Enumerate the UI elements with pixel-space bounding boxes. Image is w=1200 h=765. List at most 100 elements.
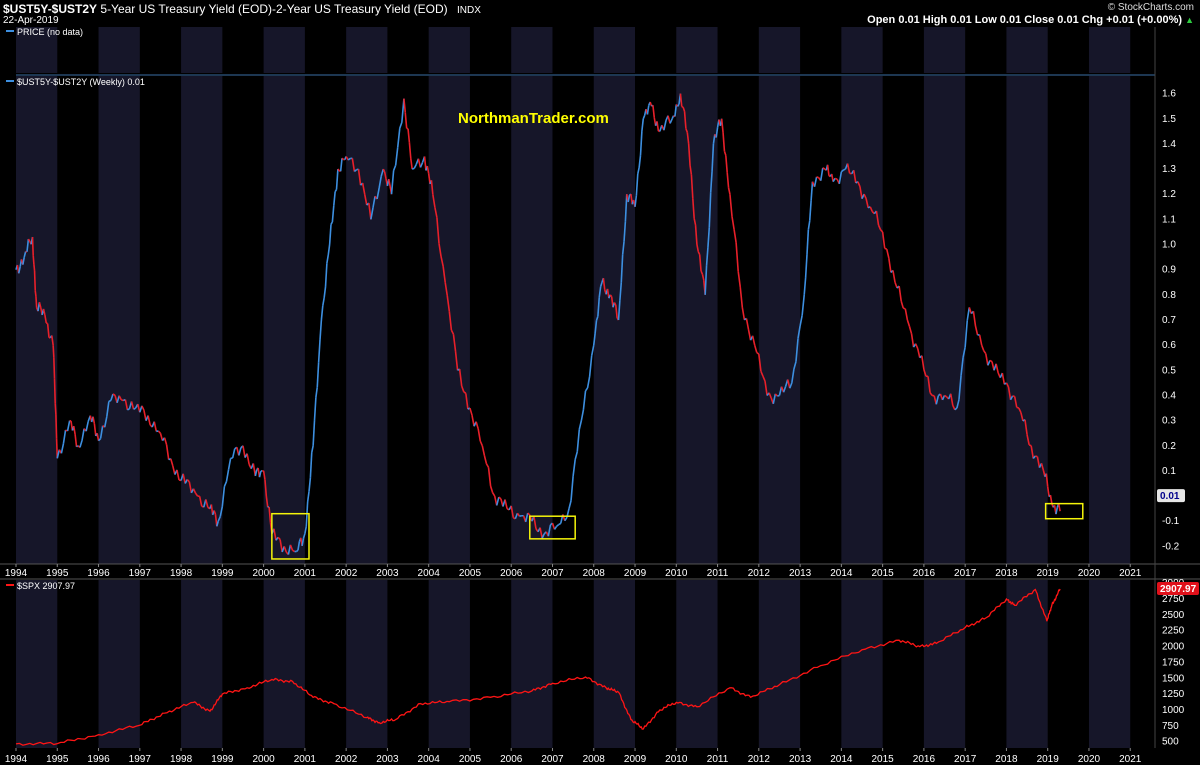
year-band: [511, 27, 553, 73]
spread-segment: [403, 98, 407, 113]
spread-segment: [683, 111, 687, 129]
spread-segment: [1005, 382, 1010, 388]
spread-segment: [968, 307, 973, 314]
x-tick-label: 2016: [913, 568, 936, 579]
spread-segment: [97, 438, 102, 442]
y-tick-label: 1.1: [1162, 214, 1176, 225]
spread-segment: [46, 323, 50, 338]
highlight-box: [271, 512, 310, 560]
spread-segment: [1046, 486, 1050, 497]
x-tick-label: 2019: [1037, 568, 1060, 579]
year-band: [511, 76, 553, 564]
x-tick-label: 1999: [211, 754, 234, 765]
spread-segment: [553, 525, 558, 530]
year-band: [428, 580, 470, 748]
spread-segment: [380, 168, 385, 177]
spread-segment: [165, 444, 170, 460]
up-arrow-icon: ▲: [1185, 15, 1194, 25]
spread-segment: [105, 401, 110, 417]
spread-segment: [297, 541, 301, 551]
year-band: [181, 27, 223, 73]
spread-segment: [45, 322, 48, 325]
x-tick-label: 2020: [1078, 754, 1101, 765]
spread-segment: [127, 408, 130, 411]
spread-segment: [357, 168, 362, 186]
spread-segment: [481, 445, 486, 456]
spx-y-tick-label: 2500: [1162, 610, 1185, 621]
spread-segment: [822, 167, 826, 170]
spread-segment: [1049, 495, 1053, 504]
spread-segment: [304, 526, 308, 534]
spread-segment: [309, 452, 313, 478]
spread-segment: [323, 286, 327, 299]
spread-segment: [55, 414, 58, 439]
year-band: [758, 27, 801, 73]
spread-segment: [312, 420, 316, 446]
spread-segment: [351, 158, 356, 172]
spread-segment: [404, 112, 408, 129]
spread-segment: [264, 479, 268, 497]
x-tick-label: 2000: [252, 754, 275, 765]
x-tick-label: 1995: [46, 568, 69, 579]
spread-segment: [38, 302, 42, 308]
spread-segment: [696, 244, 700, 252]
spread-segment: [72, 425, 76, 435]
spread-segment: [726, 172, 730, 188]
spread-segment: [454, 350, 459, 371]
spread-segment: [62, 430, 67, 444]
spread-segment: [694, 224, 698, 245]
spread-segment: [789, 382, 793, 389]
spread-segment: [194, 492, 199, 497]
spread-segment: [1032, 455, 1036, 460]
spread-segment: [410, 158, 413, 170]
spread-segment: [1045, 473, 1049, 487]
spread-segment: [691, 198, 695, 219]
spread-segment: [178, 479, 182, 482]
y-tick-label: 0.8: [1162, 290, 1176, 301]
spread-segment: [238, 447, 242, 456]
y-tick-label: 1.0: [1162, 240, 1176, 251]
spread-segment: [592, 333, 596, 346]
spread-segment: [524, 512, 529, 523]
spread-segment: [153, 421, 158, 432]
spread-segment: [720, 118, 724, 133]
spread-segment: [698, 254, 702, 272]
spread-segment: [806, 229, 810, 255]
spread-segment: [99, 425, 104, 439]
spread-segment: [308, 477, 312, 492]
spread-segment: [392, 164, 397, 171]
x-tick-label: 1995: [46, 754, 69, 765]
spread-segment: [1001, 372, 1006, 385]
spread-segment: [547, 524, 552, 537]
spread-segment: [331, 205, 335, 223]
spread-segment: [739, 286, 744, 308]
spread-segment: [797, 325, 801, 339]
spread-segment: [93, 423, 97, 437]
spread-segment: [810, 181, 814, 201]
spread-segment: [498, 496, 502, 500]
spread-segment: [465, 393, 469, 410]
spread-segment: [613, 302, 617, 306]
spread-segment: [334, 189, 338, 193]
spread-segment: [396, 128, 401, 148]
year-band: [758, 76, 801, 564]
x-tick-label: 2019: [1037, 754, 1060, 765]
spread-segment: [636, 167, 640, 175]
spread-segment: [388, 178, 391, 187]
spread-segment: [778, 386, 783, 396]
spread-segment: [444, 282, 449, 296]
watermark: NorthmanTrader.com: [458, 110, 609, 127]
spread-segment: [335, 169, 339, 190]
spread-segment: [35, 296, 38, 308]
x-tick-label: 1999: [211, 568, 234, 579]
spread-segment: [440, 256, 444, 267]
x-tick-label: 2001: [294, 568, 317, 579]
spread-segment: [60, 443, 65, 454]
spread-segment: [26, 238, 30, 252]
spread-segment: [741, 307, 746, 320]
spread-segment: [413, 163, 418, 169]
x-tick-label: 2013: [789, 568, 812, 579]
spx-y-tick-label: 1000: [1162, 705, 1185, 716]
spread-segment: [223, 481, 228, 487]
year-band: [511, 580, 553, 748]
